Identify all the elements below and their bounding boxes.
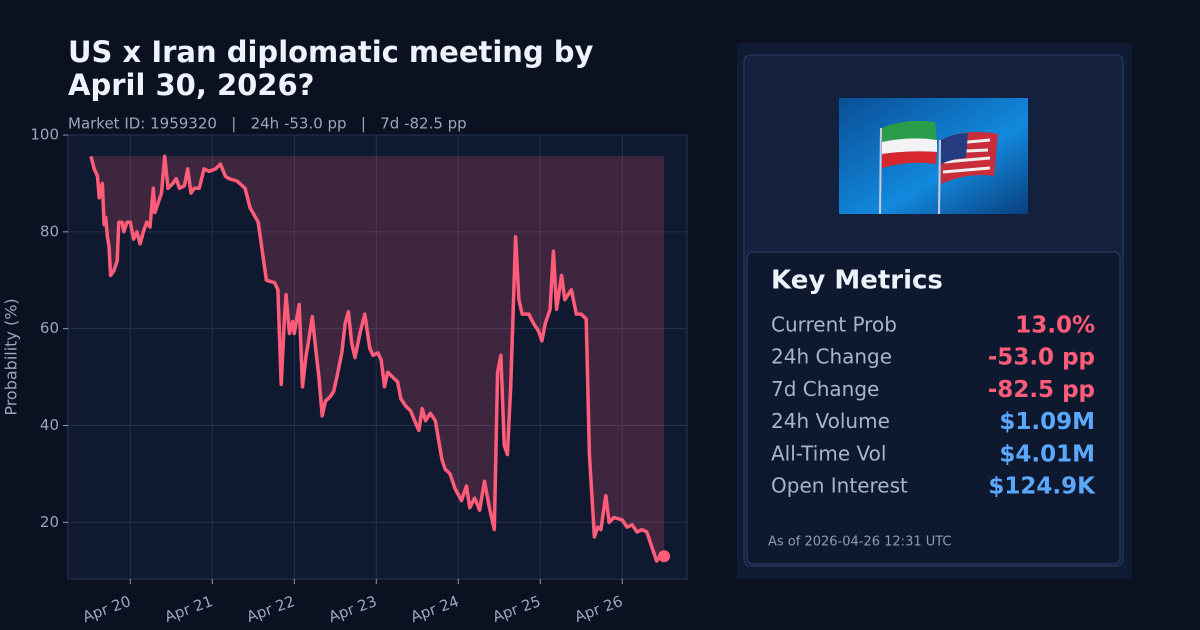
- metric-value: $1.09M: [999, 409, 1095, 435]
- metrics-heading: Key Metrics: [771, 266, 943, 296]
- x-tick-label: Apr 20: [80, 592, 133, 626]
- y-tick-label: 40: [40, 416, 59, 434]
- x-tick-label: Apr 21: [162, 592, 215, 626]
- y-axis-label: Probability (%): [2, 298, 21, 415]
- y-tick-label: 100: [30, 126, 59, 144]
- metric-label: All-Time Vol: [771, 441, 886, 465]
- chart-title: US x Iran diplomatic meeting by April 30…: [68, 35, 594, 102]
- metric-label: 24h Change: [771, 345, 892, 369]
- x-tick-label: Apr 24: [408, 592, 461, 626]
- metric-label: 7d Change: [771, 377, 879, 401]
- metrics-box: [746, 251, 1121, 565]
- x-tick-label: Apr 23: [326, 592, 379, 626]
- footnote: As of 2026-04-26 12:31 UTC: [768, 535, 952, 550]
- area: [91, 156, 664, 562]
- y-tick-label: 60: [40, 319, 59, 337]
- y-tick-label: 20: [40, 513, 59, 531]
- x-tick-label: Apr 22: [244, 592, 297, 626]
- metric-value: -82.5 pp: [988, 377, 1095, 403]
- flag-image: [839, 98, 1028, 215]
- subtitle: Market ID: 1959320 | 24h -53.0 pp | 7d -…: [68, 115, 467, 133]
- x-tick-label: Apr 26: [572, 592, 625, 626]
- metric-label: Open Interest: [771, 474, 908, 498]
- metric-label: 24h Volume: [771, 409, 890, 433]
- metric-value: $124.9K: [988, 474, 1096, 500]
- line: [89, 154, 664, 563]
- y-tick-label: 80: [40, 222, 59, 240]
- metrics: Current Prob 13.0% 24h Change -53.0 pp 7d Ch…: [771, 313, 1096, 500]
- metric-value: 13.0%: [1015, 313, 1095, 339]
- metric-value: -53.0 pp: [988, 345, 1095, 371]
- metric-value: $4.01M: [999, 441, 1095, 467]
- x-tick-label: Apr 25: [490, 592, 543, 626]
- plot-area: [67, 134, 688, 580]
- metric-label: Current Prob: [771, 313, 897, 337]
- last-point: [658, 550, 671, 563]
